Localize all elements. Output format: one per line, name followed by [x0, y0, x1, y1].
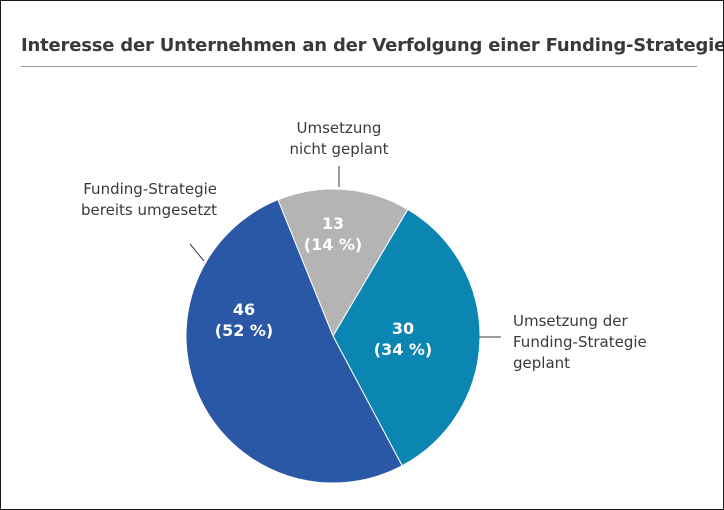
- category-label-line: Umsetzung: [297, 119, 382, 137]
- leader-line: [189, 243, 205, 262]
- title-divider: [21, 66, 697, 67]
- category-label-line: Funding-Strategie: [83, 180, 217, 198]
- slice-percent: (34 %): [374, 340, 433, 359]
- slice-percent: (14 %): [304, 235, 363, 254]
- slice-umsetzung-nicht-geplant: [277, 188, 409, 338]
- slice-value-label: 30 (34 %): [374, 319, 433, 359]
- category-label: Funding-Strategie bereits umgesetzt: [81, 180, 217, 219]
- category-label: Umsetzung nicht geplant: [289, 119, 388, 158]
- slice-percent: (52 %): [215, 321, 274, 340]
- slice-value: 30: [392, 319, 414, 338]
- slice-umsetzung-geplant: [332, 208, 481, 467]
- category-label-line: nicht geplant: [289, 140, 388, 158]
- slice-value: 46: [233, 300, 255, 319]
- slice-bereits-umgesetzt: [185, 199, 403, 484]
- category-label-line: bereits umgesetzt: [81, 201, 217, 219]
- category-label-line: Umsetzung der: [513, 312, 628, 330]
- slice-value-label: 46 (52 %): [215, 300, 274, 340]
- category-label: Umsetzung der Funding-Strategie geplant: [513, 312, 647, 372]
- category-label-line: Funding-Strategie: [513, 333, 647, 351]
- slice-value: 13: [322, 214, 344, 233]
- slice-value-label: 13 (14 %): [304, 214, 363, 254]
- chart-title: Interesse der Unternehmen an der Verfolg…: [21, 35, 724, 56]
- category-label-line: geplant: [513, 354, 570, 372]
